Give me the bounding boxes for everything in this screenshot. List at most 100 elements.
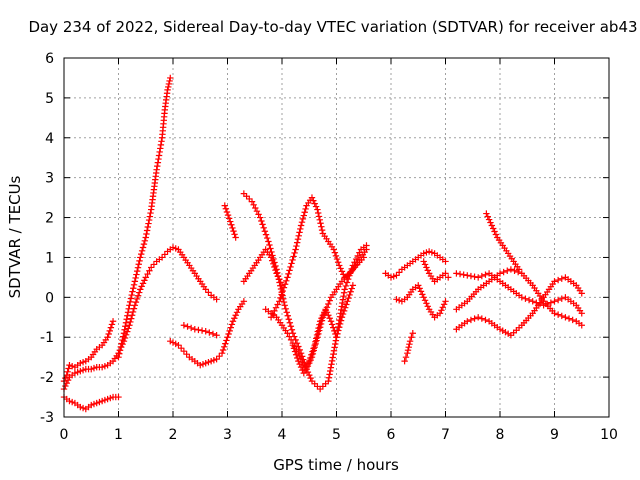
data-point [312, 203, 320, 210]
data-point [122, 323, 129, 330]
data-point [121, 326, 128, 333]
data-point [340, 307, 348, 315]
data-point [131, 302, 139, 309]
data-point [289, 256, 296, 264]
data-point [464, 318, 471, 325]
data-point [126, 322, 133, 329]
data-point [127, 295, 135, 302]
data-point [331, 249, 339, 256]
x-tick-labels: 0 1 2 3 4 5 6 7 8 9 10 [60, 427, 618, 443]
data-point [287, 336, 295, 344]
data-point [281, 302, 288, 309]
data-point [289, 330, 297, 337]
data-point [266, 241, 273, 249]
data-point [333, 334, 340, 341]
y-tick-label: -1 [40, 330, 54, 346]
data-point [275, 276, 282, 283]
data-point [308, 351, 315, 358]
data-point [332, 252, 340, 260]
data-point [139, 280, 147, 287]
data-point [309, 348, 316, 355]
data-point [230, 227, 237, 235]
data-point [515, 266, 523, 273]
data-point [227, 218, 234, 225]
data-point [284, 312, 291, 319]
y-tick-label: 2 [45, 211, 54, 227]
y-tick-label: 1 [45, 250, 54, 266]
data-point [404, 349, 411, 357]
series-track-08 [221, 202, 239, 241]
data-point [303, 363, 310, 371]
data-point [277, 282, 284, 289]
series-track-02 [60, 318, 117, 385]
series-track-17 [453, 270, 585, 317]
data-point [269, 252, 276, 259]
data-point [316, 216, 323, 224]
data-point [131, 278, 139, 285]
data-point [125, 305, 132, 313]
data-point [116, 347, 124, 354]
series-track-01 [60, 393, 122, 413]
data-point [154, 159, 162, 166]
data-point [229, 224, 236, 232]
data-point [191, 326, 198, 333]
data-point [328, 357, 336, 365]
data-point [134, 264, 142, 271]
data-point [65, 365, 72, 372]
data-point [343, 279, 351, 286]
data-point [271, 259, 278, 266]
data-point [299, 215, 307, 223]
series-track-16 [420, 258, 452, 285]
data-point [288, 326, 296, 333]
data-point [297, 222, 305, 229]
data-point [120, 330, 128, 337]
data-point [325, 300, 332, 308]
data-point [221, 343, 228, 350]
data-point [442, 258, 449, 265]
data-point [130, 285, 137, 292]
data-point [156, 148, 163, 156]
data-point [137, 254, 144, 261]
data-point [349, 282, 357, 289]
data-point [157, 145, 164, 152]
data-point [184, 323, 191, 330]
data-point [333, 255, 341, 263]
data-point [294, 354, 301, 362]
data-markers [60, 74, 585, 413]
data-point [165, 83, 172, 91]
data-point [133, 295, 141, 303]
data-point [296, 360, 303, 368]
data-point [306, 371, 313, 379]
data-point [318, 226, 326, 234]
data-point [492, 231, 500, 238]
data-point [231, 231, 238, 238]
data-point [279, 287, 286, 295]
data-point [352, 255, 360, 263]
x-axis-title: GPS time / hours [273, 456, 399, 474]
data-point [232, 234, 239, 241]
data-point [273, 266, 280, 273]
data-point [287, 323, 295, 330]
data-point [487, 219, 494, 226]
data-point [315, 209, 322, 217]
data-point [551, 298, 558, 305]
data-point [142, 274, 149, 281]
data-point [328, 321, 336, 328]
data-point [558, 312, 565, 320]
data-point [124, 309, 132, 316]
data-point [135, 261, 142, 268]
data-point [331, 344, 338, 351]
data-point [126, 298, 134, 306]
data-point [409, 330, 416, 337]
data-point [565, 315, 573, 322]
data-point [231, 315, 238, 322]
data-point [334, 259, 342, 266]
data-point [578, 310, 585, 317]
data-point [475, 314, 482, 321]
data-point [154, 162, 161, 170]
data-point [332, 340, 339, 348]
data-point [314, 328, 322, 335]
data-point [423, 300, 430, 307]
data-point [225, 215, 233, 222]
data-point [250, 201, 257, 208]
